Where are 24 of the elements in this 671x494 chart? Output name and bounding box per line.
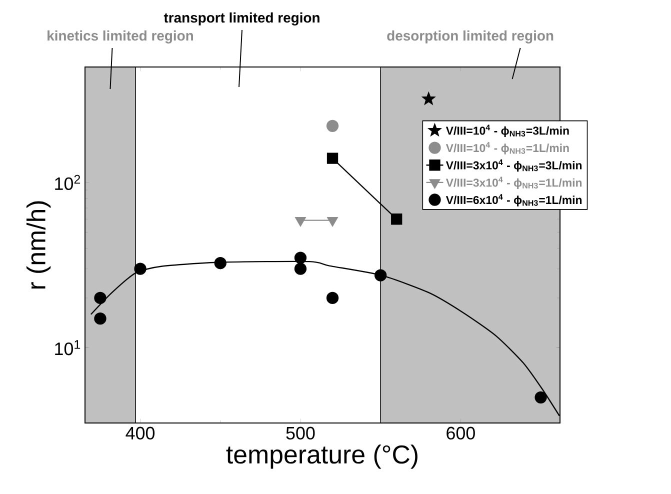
legend-label: V/III=6x10$^{4}$ - ϕ$_{NH3}$=1L/min — [446, 194, 582, 206]
x-tick-label: 600 — [446, 426, 475, 440]
y-tick-label: 10$^{1}$ — [55, 340, 80, 356]
x-tick-label: 400 — [126, 426, 155, 440]
x-tick-label: 500 — [286, 426, 315, 440]
legend-label: V/III=10$^{4}$ - ϕ$_{NH3}$=3L/min — [446, 124, 569, 138]
y-axis-title: r (nm/h) — [26, 201, 51, 289]
point — [326, 292, 339, 304]
legend-label: V/III=10$^{4}$ - ϕ$_{NH3}$=1L/min — [446, 142, 569, 154]
legend-label: V/III=3x10$^{4}$ - ϕ$_{NH3}$=1L/min — [446, 176, 582, 189]
legend-label: V/III=3x10$^{4}$ - ϕ$_{NH3}$=3L/min — [446, 159, 582, 172]
point — [326, 152, 338, 164]
point — [94, 312, 106, 325]
point — [534, 391, 547, 404]
point — [294, 262, 307, 275]
band-label: desorption limited region — [387, 30, 554, 44]
x-axis-title: temperature (°C) — [226, 444, 418, 469]
text: transport limited region — [164, 12, 320, 26]
y-tick-label: 10$^{2}$ — [55, 174, 80, 190]
point — [391, 214, 402, 225]
point — [422, 92, 435, 104]
point — [94, 292, 106, 304]
band-label: kinetics limited region — [48, 30, 193, 44]
point — [326, 120, 339, 132]
